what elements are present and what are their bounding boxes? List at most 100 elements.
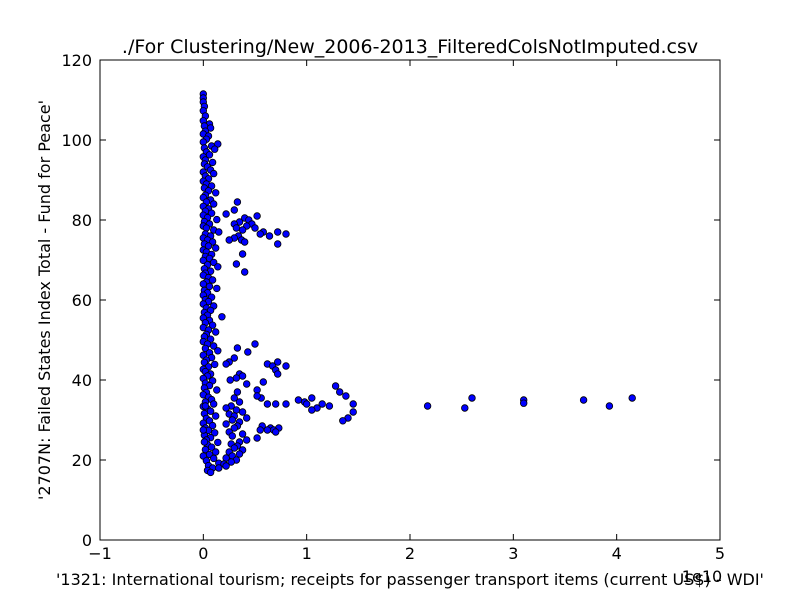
scatter-point: [213, 386, 221, 394]
scatter-point: [206, 124, 215, 132]
scatter-point: [211, 244, 220, 252]
scatter-point: [214, 347, 222, 355]
scatter-point: [342, 392, 350, 400]
x-tick-label: 2: [405, 544, 415, 563]
scatter-point: [201, 402, 210, 410]
scatter-point: [215, 464, 223, 472]
scatter-point: [294, 396, 303, 404]
scatter-point: [308, 394, 316, 402]
scatter-point: [209, 454, 218, 463]
scatter-point: [211, 328, 220, 336]
scatter-point: [235, 398, 244, 406]
scatter-point: [238, 430, 247, 438]
x-tick-label: −1: [88, 544, 112, 563]
scatter-point: [227, 458, 235, 466]
scatter-point: [274, 370, 282, 378]
scatter-point: [238, 250, 247, 258]
scatter-point: [331, 382, 340, 390]
scatter-point: [208, 421, 217, 430]
scatter-point: [274, 240, 282, 248]
scatter-point: [235, 450, 244, 458]
scatter-point: [209, 169, 218, 178]
scatter-point: [265, 232, 274, 240]
scatter-point: [253, 434, 261, 442]
scatter-point: [230, 444, 238, 452]
scatter-point: [272, 400, 280, 408]
x-axis-ticks: −1 0 1 2 3 4 5: [88, 60, 725, 563]
scatter-point: [201, 445, 210, 454]
scatter-point: [244, 348, 252, 356]
scatter-point: [208, 158, 217, 167]
scatter-point: [214, 263, 222, 271]
scatter-point: [199, 138, 207, 146]
y-tick-label: 40: [72, 371, 92, 390]
scatter-point: [228, 432, 236, 440]
scatter-point: [208, 276, 217, 284]
scatter-point: [206, 407, 215, 415]
y-tick-label: 20: [72, 451, 92, 470]
scatter-point: [238, 408, 247, 416]
scatter-point: [238, 372, 247, 380]
scatter-point: [211, 412, 220, 420]
scatter-point: [240, 268, 249, 276]
y-axis-label: '2707N: Failed States Index Total - Fund…: [35, 100, 54, 500]
scatter-point: [256, 230, 264, 238]
scatter-point: [206, 468, 215, 477]
scatter-point: [199, 426, 207, 434]
scatter-point: [605, 402, 614, 410]
scatter-point: [242, 380, 251, 388]
scatter-point: [210, 429, 219, 437]
chart-title: ./For Clustering/New_2006-2013_FilteredC…: [122, 36, 698, 58]
y-tick-label: 60: [72, 291, 92, 310]
scatter-point: [199, 256, 207, 265]
scatter-point: [222, 404, 230, 412]
plot-frame: [99, 59, 721, 541]
scatter-point: [308, 406, 316, 414]
scatter-point: [520, 399, 528, 407]
scatter-point: [349, 400, 357, 408]
x-tick-label: 3: [508, 544, 518, 563]
scatter-point: [628, 394, 636, 402]
scatter-point: [325, 402, 334, 410]
x-tick-label: 4: [612, 544, 622, 563]
scatter-point: [233, 388, 242, 396]
scatter-point: [202, 224, 211, 232]
scatter-point: [274, 358, 282, 366]
scatter-point: [240, 238, 249, 246]
scatter-point: [207, 443, 216, 451]
scatter-point: [232, 374, 241, 382]
scatter-point: [242, 436, 251, 444]
scatter-point: [209, 342, 218, 350]
y-tick-label: 120: [61, 51, 92, 70]
scatter-point: [210, 360, 219, 369]
scatter-point: [222, 210, 230, 218]
scatter-point: [210, 145, 219, 153]
scatter-point: [339, 417, 347, 425]
scatter-point: [263, 426, 272, 434]
scatter-point: [251, 340, 259, 348]
scatter-point: [230, 354, 238, 362]
scatter-point: [222, 462, 230, 470]
scatter-point: [230, 424, 238, 432]
scatter-point: [423, 402, 432, 410]
scatter-point: [211, 448, 220, 456]
scatter-point: [233, 198, 242, 206]
scatter-point: [349, 408, 357, 416]
scatter-point: [211, 189, 220, 197]
scatter-point: [336, 388, 344, 396]
scatter-point: [282, 230, 290, 238]
scatter-points: [199, 90, 636, 477]
scatter-point: [303, 400, 311, 408]
scatter-point: [214, 438, 222, 447]
scatter-point: [242, 414, 251, 422]
y-tick-label: 0: [82, 531, 92, 550]
scatter-point: [222, 360, 230, 368]
scatter-point: [256, 426, 264, 434]
scatter-point: [259, 378, 267, 386]
scatter-point: [253, 392, 261, 400]
scatter-point: [263, 400, 272, 408]
scatter-point: [213, 215, 221, 224]
scatter-point: [233, 344, 242, 352]
scatter-point: [461, 404, 469, 412]
